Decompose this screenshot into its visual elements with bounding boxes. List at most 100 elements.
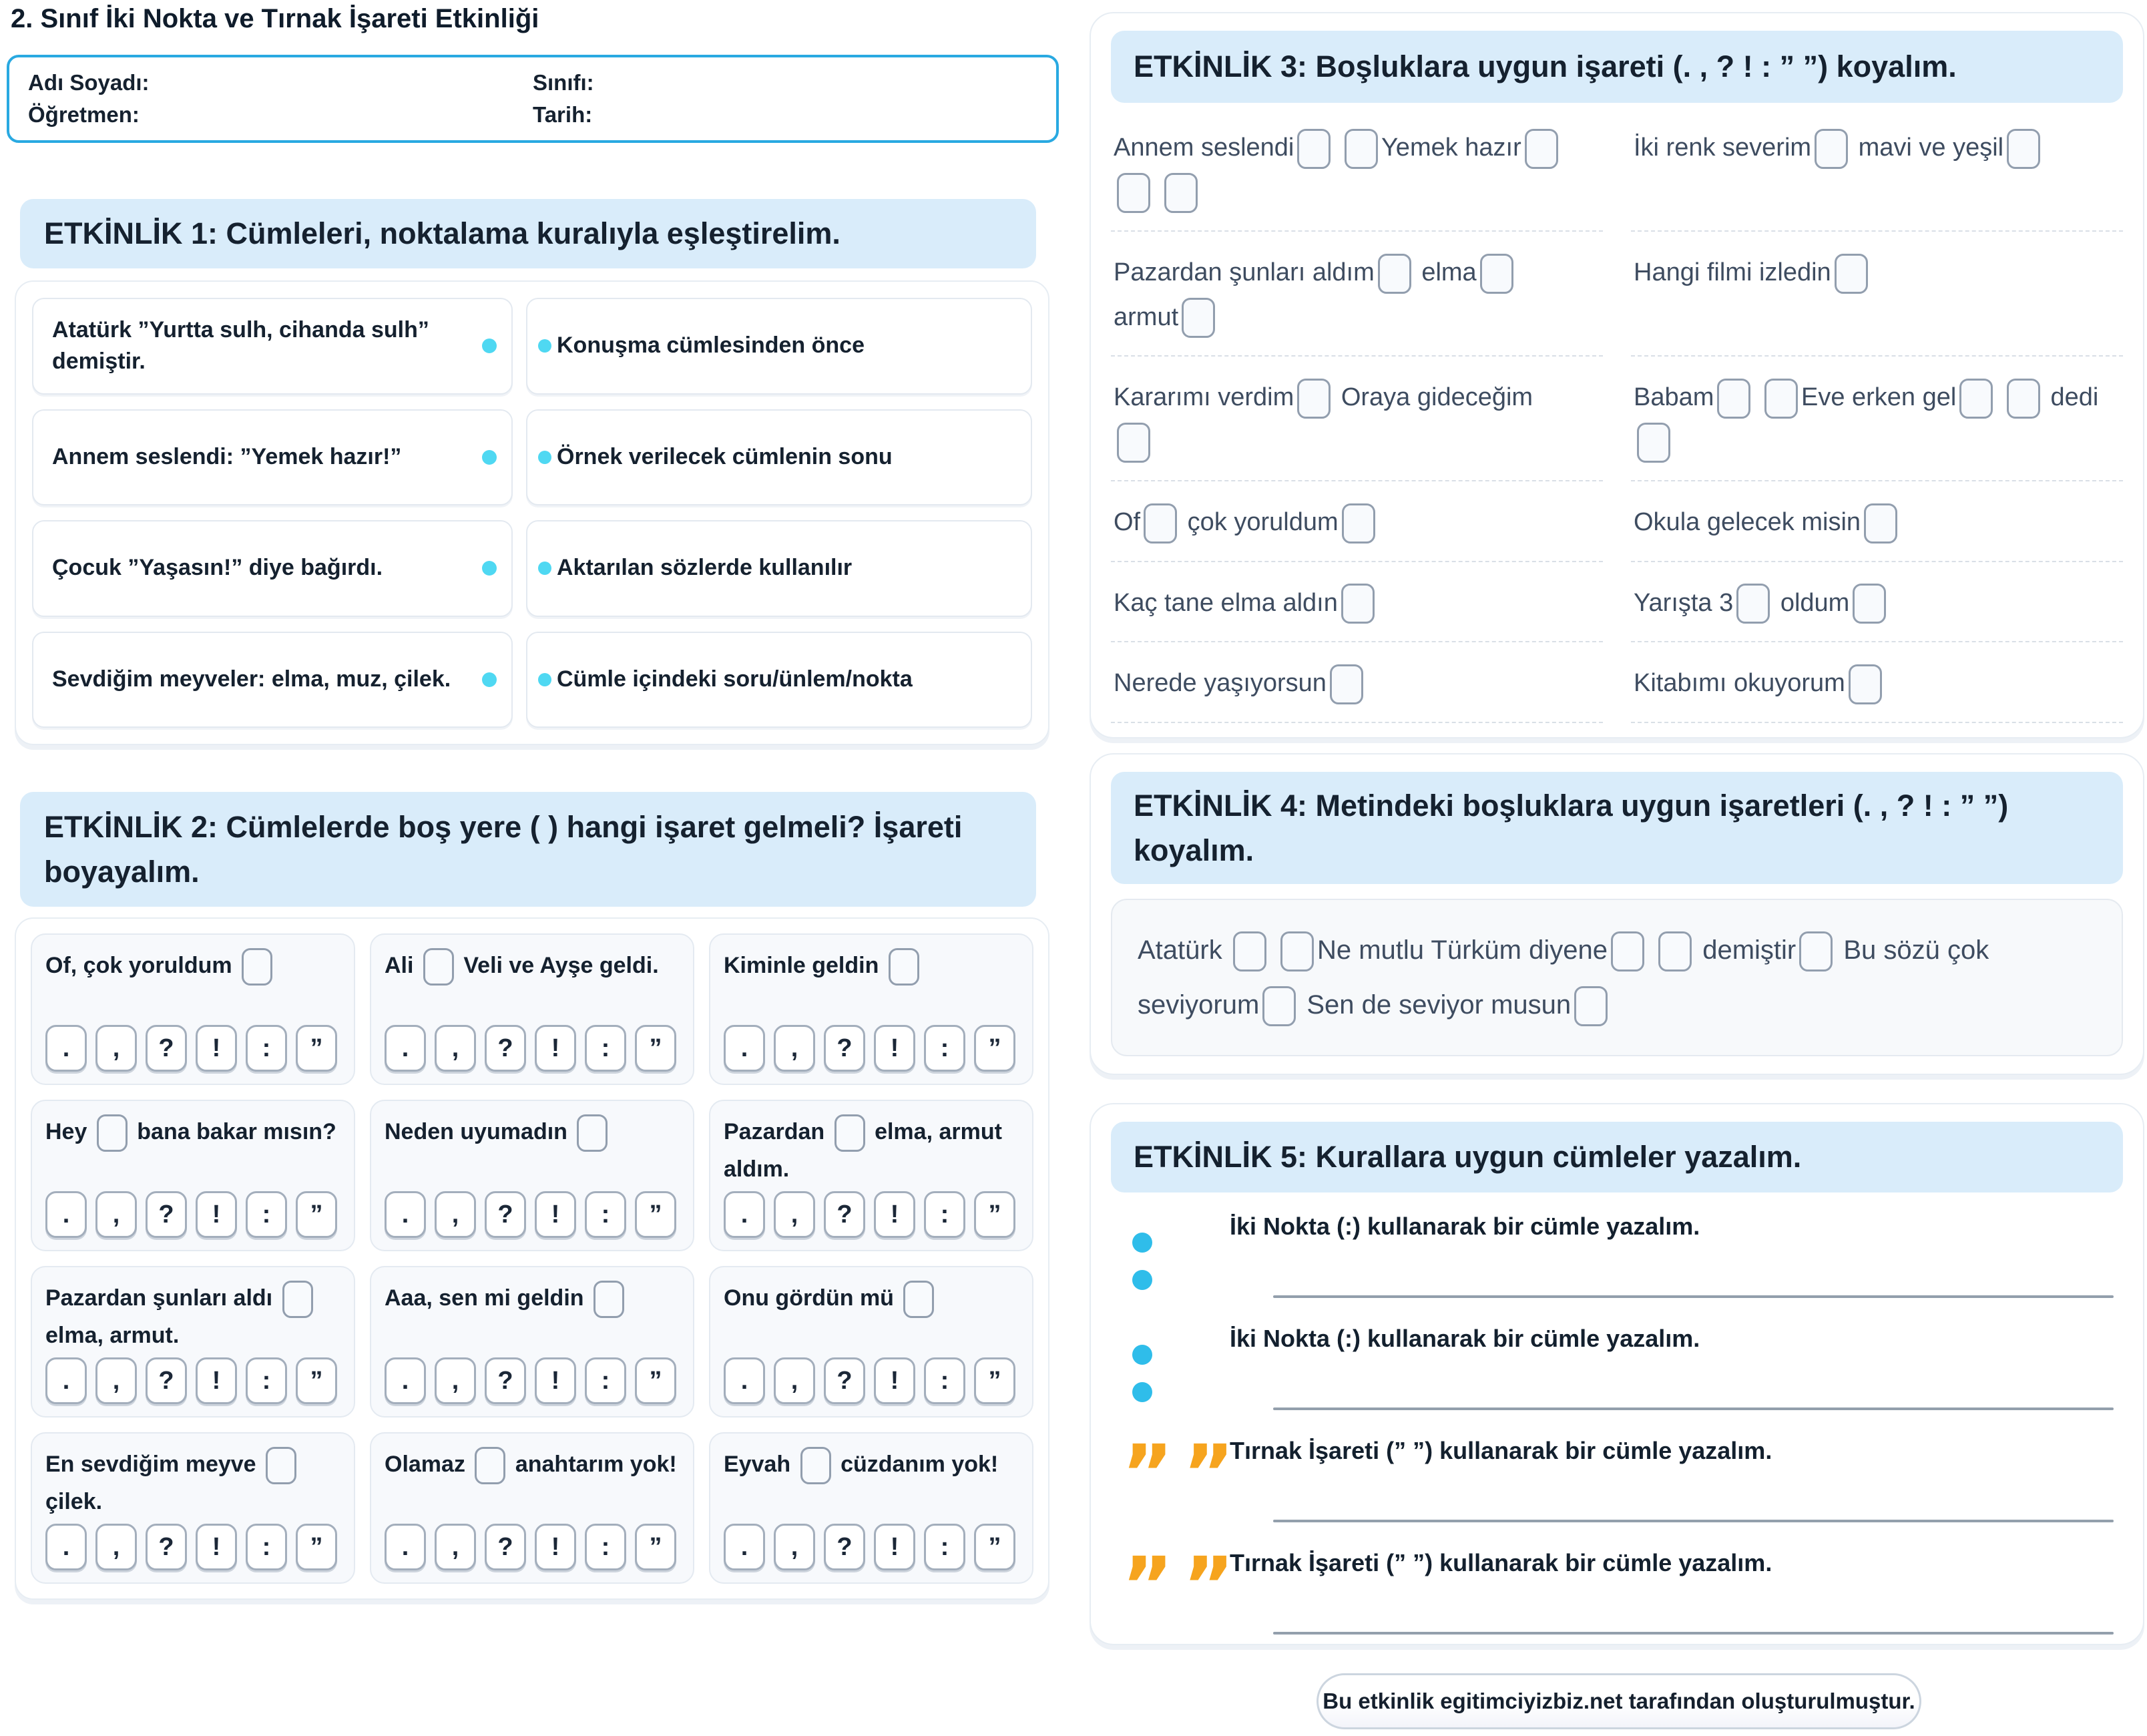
answer-box[interactable] [888,948,919,986]
punctuation-option[interactable]: ? [146,1025,187,1072]
punctuation-option[interactable]: . [724,1025,765,1072]
answer-box[interactable] [266,1447,297,1485]
answer-box[interactable] [1637,423,1670,463]
match-sentence-card[interactable]: Annem seslendi: ”Yemek hazır!” [32,409,513,505]
punctuation-option[interactable]: . [385,1357,426,1404]
punctuation-option[interactable]: ! [535,1025,576,1072]
answer-box[interactable] [1117,423,1150,463]
answer-box[interactable] [1182,298,1216,339]
answer-box[interactable] [1834,253,1868,294]
answer-box[interactable] [1297,128,1331,169]
answer-box[interactable] [1377,253,1411,294]
connector-dot[interactable] [482,449,497,465]
punctuation-option[interactable]: : [585,1357,626,1404]
answer-box[interactable] [96,1114,128,1152]
answer-box[interactable] [1574,986,1608,1027]
punctuation-option[interactable]: ” [635,1524,676,1570]
punctuation-option[interactable]: ” [296,1191,337,1238]
punctuation-option[interactable]: , [774,1524,815,1570]
punctuation-option[interactable]: : [924,1357,965,1404]
punctuation-option[interactable]: ” [974,1524,1015,1570]
punctuation-option[interactable]: ! [535,1191,576,1238]
answer-line[interactable] [1273,1520,2114,1522]
punctuation-option[interactable]: , [774,1025,815,1072]
connector-dot[interactable] [538,562,551,576]
punctuation-option[interactable]: : [585,1191,626,1238]
punctuation-option[interactable]: : [246,1357,287,1404]
punctuation-option[interactable]: ? [824,1025,865,1072]
punctuation-option[interactable]: ? [146,1191,187,1238]
match-rule-card[interactable]: Aktarılan sözlerde kullanılır [526,520,1032,617]
answer-box[interactable] [1341,503,1375,544]
punctuation-option[interactable]: ? [824,1357,865,1404]
answer-box[interactable] [1479,253,1513,294]
punctuation-option[interactable]: , [774,1357,815,1404]
punctuation-option[interactable]: , [95,1191,137,1238]
punctuation-option[interactable]: ” [635,1191,676,1238]
punctuation-option[interactable]: , [774,1191,815,1238]
punctuation-option[interactable]: ! [196,1191,237,1238]
answer-box[interactable] [1329,664,1363,704]
name-field-label[interactable]: Adı Soyadı: [28,70,150,95]
punctuation-option[interactable]: ? [824,1524,865,1570]
answer-box[interactable] [1717,378,1751,419]
answer-box[interactable] [1864,503,1898,544]
answer-box[interactable] [1232,931,1266,972]
punctuation-option[interactable]: . [45,1357,87,1404]
punctuation-option[interactable]: ” [296,1524,337,1570]
punctuation-option[interactable]: ! [196,1025,237,1072]
answer-box[interactable] [242,948,273,986]
answer-box[interactable] [903,1281,935,1319]
answer-box[interactable] [1144,503,1178,544]
answer-box[interactable] [1262,986,1296,1027]
match-rule-card[interactable]: Konuşma cümlesinden önce [526,298,1032,395]
punctuation-option[interactable]: . [45,1524,87,1570]
punctuation-option[interactable]: ” [296,1025,337,1072]
answer-box[interactable] [1799,931,1833,972]
punctuation-option[interactable]: ? [485,1025,526,1072]
punctuation-option[interactable]: : [924,1524,965,1570]
connector-dot[interactable] [482,339,497,354]
match-sentence-card[interactable]: Atatürk ”Yurtta sulh, cihanda sulh” demi… [32,298,513,395]
punctuation-option[interactable]: ” [635,1025,676,1072]
punctuation-option[interactable]: ! [196,1524,237,1570]
punctuation-option[interactable]: , [95,1025,137,1072]
punctuation-option[interactable]: , [435,1357,476,1404]
match-rule-card[interactable]: Örnek verilecek cümlenin sonu [526,409,1032,505]
connector-dot[interactable] [482,561,497,576]
connector-dot[interactable] [482,672,497,687]
punctuation-option[interactable]: ! [874,1191,915,1238]
answer-box[interactable] [1164,173,1198,214]
connector-dot[interactable] [538,672,551,686]
match-sentence-card[interactable]: Sevdiğim meyveler: elma, muz, çilek. [32,631,513,728]
answer-line[interactable] [1273,1295,2114,1298]
answer-box[interactable] [1959,378,1993,419]
punctuation-option[interactable]: . [45,1025,87,1072]
punctuation-option[interactable]: . [385,1025,426,1072]
punctuation-option[interactable]: : [585,1025,626,1072]
answer-box[interactable] [1610,931,1644,972]
punctuation-option[interactable]: . [45,1191,87,1238]
punctuation-option[interactable]: , [435,1524,476,1570]
punctuation-option[interactable]: ! [196,1357,237,1404]
answer-box[interactable] [475,1447,506,1485]
punctuation-option[interactable]: ? [146,1524,187,1570]
punctuation-option[interactable]: : [585,1524,626,1570]
punctuation-option[interactable]: : [246,1025,287,1072]
answer-box[interactable] [1341,584,1375,624]
answer-box[interactable] [1117,173,1150,214]
answer-line[interactable] [1273,1407,2114,1410]
answer-box[interactable] [1280,931,1314,972]
punctuation-option[interactable]: ? [485,1524,526,1570]
punctuation-option[interactable]: . [385,1524,426,1570]
punctuation-option[interactable]: ” [974,1191,1015,1238]
answer-box[interactable] [1815,128,1849,169]
punctuation-option[interactable]: ! [874,1524,915,1570]
answer-box[interactable] [2006,378,2040,419]
punctuation-option[interactable]: , [435,1025,476,1072]
answer-box[interactable] [834,1114,865,1152]
match-rule-card[interactable]: Cümle içindeki soru/ünlem/nokta [526,631,1032,728]
answer-box[interactable] [800,1447,831,1485]
answer-box[interactable] [1764,378,1798,419]
punctuation-option[interactable]: . [385,1191,426,1238]
